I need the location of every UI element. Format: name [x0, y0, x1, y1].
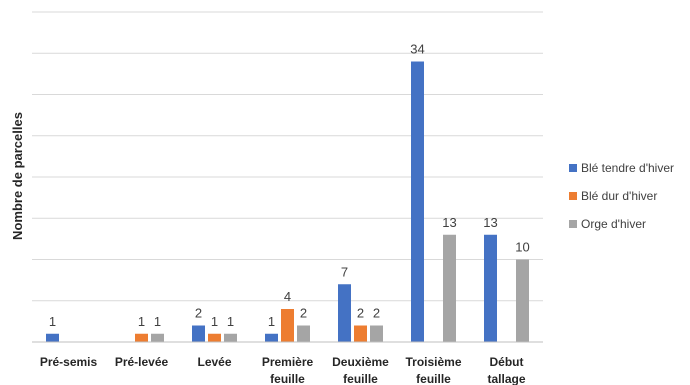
data-label: 4	[284, 289, 291, 304]
x-tick-label: Levée	[197, 355, 231, 369]
gridlines	[32, 11, 543, 302]
data-label: 7	[341, 264, 348, 279]
data-label: 2	[300, 306, 307, 321]
x-tick-label: Troisième feuille	[405, 355, 461, 385]
data-label: 1	[138, 314, 145, 329]
bar	[224, 333, 237, 342]
x-axis-categories: Pré-semis Pré-levée Levée Première feuille De…	[40, 355, 526, 385]
data-label: 1	[227, 314, 234, 329]
bar	[484, 234, 497, 342]
legend-label: Blé tendre d'hiver	[581, 161, 674, 175]
data-label: 13	[442, 215, 456, 230]
bar	[411, 61, 424, 342]
bar	[516, 259, 529, 342]
data-label: 34	[410, 42, 424, 57]
data-label: 1	[49, 314, 56, 329]
bar	[338, 284, 351, 342]
bars	[46, 61, 529, 342]
legend-swatch	[569, 192, 577, 200]
legend-swatch	[569, 220, 577, 228]
bar	[297, 325, 310, 342]
data-label: 1	[211, 314, 218, 329]
bar	[46, 333, 59, 342]
bar	[354, 325, 367, 342]
data-label: 2	[373, 306, 380, 321]
data-label: 1	[154, 314, 161, 329]
data-label: 2	[195, 306, 202, 321]
bar	[281, 309, 294, 342]
data-label: 1	[268, 314, 275, 329]
x-tick-label: Première feuille	[262, 355, 314, 385]
bar	[443, 234, 456, 342]
bar	[192, 325, 205, 342]
bar	[135, 333, 148, 342]
bar	[265, 333, 278, 342]
bar	[370, 325, 383, 342]
bar	[208, 333, 221, 342]
legend-label: Blé dur d'hiver	[581, 189, 657, 203]
data-label: 13	[483, 215, 497, 230]
legend-label: Orge d'hiver	[581, 217, 646, 231]
data-label: 2	[357, 306, 364, 321]
x-tick-label: Pré-semis	[40, 355, 98, 369]
legend-swatch	[569, 164, 577, 172]
x-tick-label: Deuxième feuille	[332, 355, 389, 385]
y-axis-title: Nombre de parcelles	[10, 112, 25, 240]
x-tick-label: Pré-levée	[115, 355, 169, 369]
data-label: 10	[515, 240, 529, 255]
x-tick-label: Début tallage	[487, 355, 525, 385]
legend: Blé tendre d'hiver Blé dur d'hiver Orge d'…	[569, 161, 674, 231]
bar	[151, 333, 164, 342]
